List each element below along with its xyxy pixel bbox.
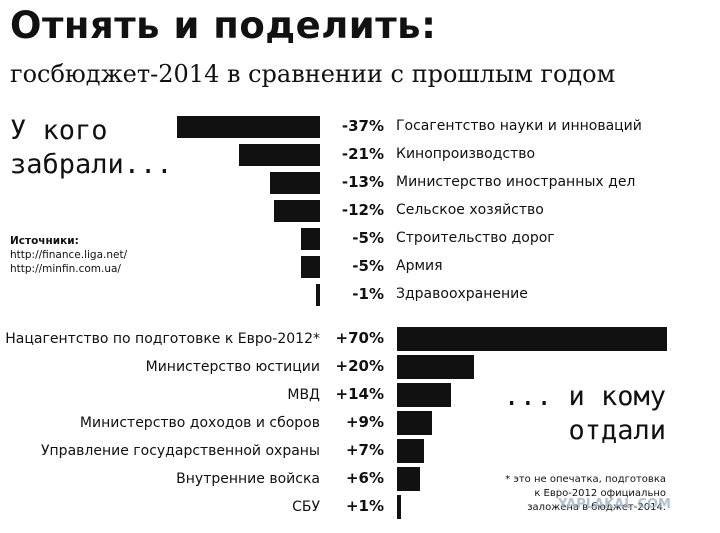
bar-taken	[316, 284, 320, 306]
value-label-given: +7%	[345, 441, 384, 459]
category-label-taken: Кинопроизводство	[396, 146, 536, 162]
source-link: http://finance.liga.net/	[10, 249, 128, 261]
bar-taken	[269, 172, 320, 194]
given-heading-line2: отдали	[568, 415, 666, 446]
footnote-line1: * это не опечатка, подготовка	[505, 474, 666, 485]
value-label-taken: -5%	[352, 229, 384, 247]
value-label-given: +70%	[335, 329, 384, 347]
category-label-taken: Здравоохранение	[396, 286, 528, 302]
value-label-taken: -21%	[341, 145, 384, 163]
category-label-taken: Госагентство науки и инноваций	[396, 118, 642, 134]
bar-given	[397, 383, 452, 407]
footnote-line3: заложена в бюджет-2014.	[527, 502, 666, 513]
given-heading-line1: ... и кому	[503, 381, 666, 412]
sources-heading: Источники:	[10, 235, 79, 247]
category-label-given: Управление государственной охраны	[41, 443, 320, 459]
category-label-taken: Строительство дорог	[396, 230, 555, 246]
category-label-taken: Армия	[396, 258, 443, 274]
page-title: Отнять и поделить:	[10, 4, 437, 47]
value-label-given: +1%	[345, 497, 384, 515]
category-label-given: Министерство доходов и сборов	[79, 415, 320, 431]
value-label-taken: -1%	[352, 285, 384, 303]
category-label-taken: Министерство иностранных дел	[396, 174, 636, 190]
page-subtitle: госбюджет-2014 в сравнении с прошлым год…	[10, 60, 616, 88]
bar-given	[397, 411, 432, 435]
category-label-given: МВД	[287, 387, 320, 403]
bar-given	[397, 355, 475, 379]
watermark: YAPLAKAL.COM	[558, 497, 671, 512]
bar-taken	[300, 256, 320, 278]
taken-heading: У кого забрали...	[10, 114, 173, 182]
value-label-given: +6%	[345, 469, 384, 487]
bar-given	[397, 495, 401, 519]
given-heading: ... и кому отдали	[503, 380, 666, 448]
category-label-given: Министерство юстиции	[145, 359, 320, 375]
bar-given	[397, 439, 425, 463]
value-label-taken: -13%	[341, 173, 384, 191]
source-link: http://minfin.com.ua/	[10, 263, 121, 275]
bar-taken	[300, 228, 320, 250]
category-label-given: СБУ	[292, 499, 320, 515]
value-label-given: +20%	[335, 357, 384, 375]
bar-taken	[273, 200, 320, 222]
value-label-taken: -5%	[352, 257, 384, 275]
taken-heading-line2: забрали...	[10, 149, 173, 180]
sources-block: Источники: http://finance.liga.net/ http…	[10, 234, 127, 276]
category-label-taken: Сельское хозяйство	[396, 202, 544, 218]
value-label-given: +14%	[335, 385, 384, 403]
bar-taken	[177, 116, 320, 138]
category-label-given: Внутренние войска	[176, 471, 320, 487]
bar-given	[397, 327, 668, 351]
bar-given	[397, 467, 421, 491]
footnote: * это не опечатка, подготовка к Евро-201…	[505, 473, 666, 515]
value-label-taken: -12%	[341, 201, 384, 219]
taken-heading-line1: У кого	[10, 115, 108, 146]
value-label-taken: -37%	[341, 117, 384, 135]
footnote-line2: к Евро-2012 официально	[534, 488, 666, 499]
value-label-given: +9%	[345, 413, 384, 431]
category-label-given: Нацагентство по подготовке к Евро-2012*	[5, 331, 320, 347]
bar-taken	[238, 144, 320, 166]
